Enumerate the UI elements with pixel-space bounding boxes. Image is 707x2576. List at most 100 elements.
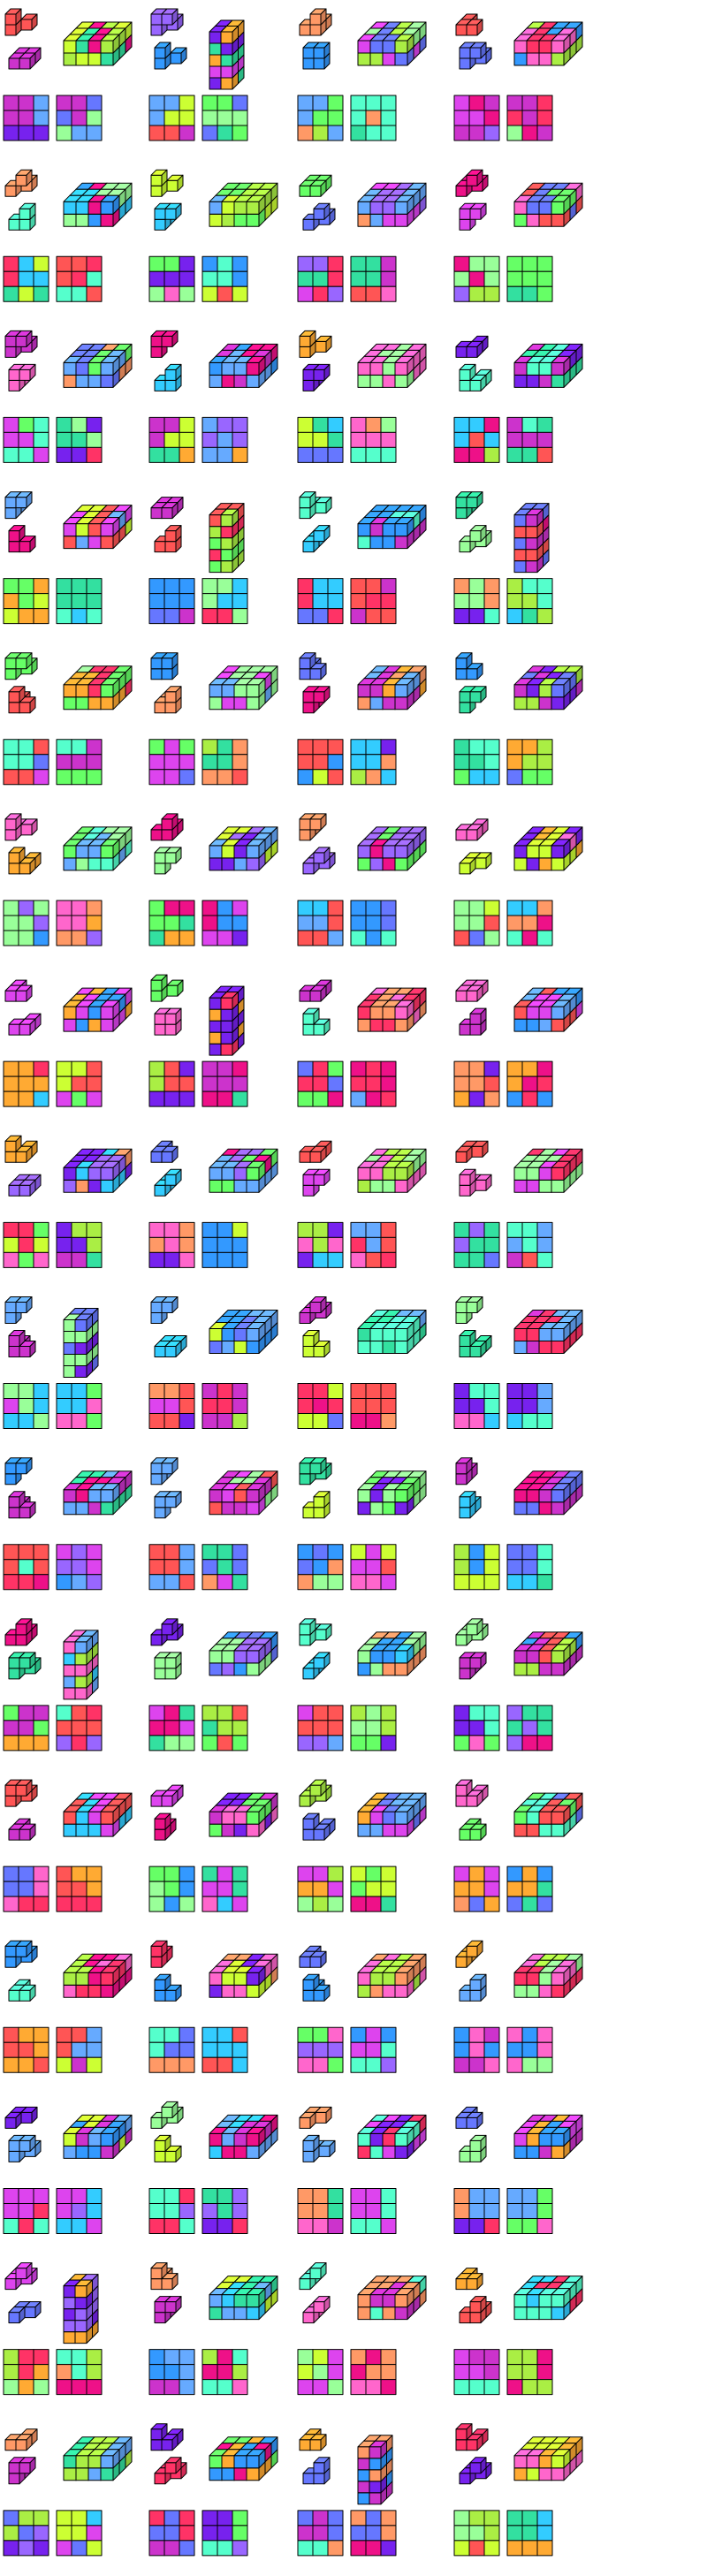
cube-face bbox=[299, 1634, 311, 1646]
grid-cell bbox=[86, 1221, 103, 1238]
cube-face bbox=[233, 684, 247, 698]
grid-cell bbox=[380, 739, 397, 756]
cube-face bbox=[369, 361, 384, 376]
cube-face bbox=[63, 201, 77, 215]
grid-cell bbox=[86, 754, 103, 771]
cube-face bbox=[382, 201, 396, 215]
grid-cell bbox=[71, 930, 87, 946]
cube-face bbox=[100, 696, 114, 710]
grid-cell bbox=[3, 1383, 19, 1399]
cube-face bbox=[87, 1179, 102, 1193]
grid-cell bbox=[201, 930, 218, 946]
cube-face bbox=[394, 1501, 408, 1516]
cube-face bbox=[8, 379, 20, 391]
grid-cell bbox=[536, 1090, 553, 1107]
cube-face bbox=[74, 1319, 87, 1332]
cube-face bbox=[161, 668, 173, 680]
cube-face bbox=[513, 40, 528, 54]
grid-cell bbox=[33, 95, 49, 111]
cube-face bbox=[4, 990, 17, 1002]
cube-face bbox=[220, 31, 233, 44]
cube-face bbox=[154, 1496, 166, 1508]
grid-cell bbox=[521, 1705, 538, 1721]
grid-cell bbox=[483, 578, 500, 595]
cube-face bbox=[15, 1634, 27, 1646]
grid-cell bbox=[18, 416, 34, 433]
cube-face bbox=[220, 65, 233, 79]
grid-cell bbox=[297, 1544, 314, 1561]
grid-cell bbox=[232, 1735, 248, 1752]
grid-cell bbox=[148, 900, 165, 916]
cube-face bbox=[309, 13, 322, 26]
grid-cell bbox=[327, 1735, 344, 1752]
cube-face bbox=[26, 652, 33, 670]
puzzle-cell bbox=[453, 169, 583, 302]
cube-face bbox=[357, 1501, 371, 1516]
grid-cell bbox=[179, 285, 195, 302]
cube-face bbox=[233, 1650, 247, 1664]
grid-cell bbox=[33, 1075, 49, 1092]
grid-cell bbox=[201, 915, 218, 931]
cube-face bbox=[246, 1179, 260, 1193]
cube-face bbox=[221, 845, 235, 859]
puzzle-cell bbox=[148, 1296, 278, 1429]
cube-face bbox=[150, 990, 163, 1002]
cube-face bbox=[513, 526, 527, 539]
cube-face bbox=[154, 1507, 166, 1519]
grid-cell bbox=[350, 1383, 367, 1399]
cube-face bbox=[459, 1184, 471, 1197]
grid-cell bbox=[33, 739, 49, 756]
cube-face bbox=[323, 202, 331, 220]
cube-face bbox=[302, 369, 315, 381]
grid-cell bbox=[179, 1720, 195, 1736]
cube-face bbox=[551, 696, 565, 710]
cube-face bbox=[357, 52, 371, 66]
grid-cell bbox=[71, 1060, 87, 1077]
grid-cell bbox=[365, 1060, 382, 1077]
cube-face bbox=[209, 65, 222, 79]
cube-face bbox=[100, 536, 114, 550]
cube-face bbox=[394, 536, 408, 550]
cube-face bbox=[394, 684, 408, 698]
grid-cell bbox=[506, 593, 523, 610]
grid-cell bbox=[350, 110, 367, 126]
grid-cell bbox=[483, 416, 500, 433]
cube-face bbox=[513, 1006, 528, 1020]
cube-face bbox=[75, 536, 89, 550]
puzzle-cell bbox=[148, 1140, 278, 1268]
grid-cell bbox=[163, 110, 180, 126]
cube-face bbox=[209, 696, 223, 710]
grid-cell bbox=[3, 1720, 19, 1736]
grid-cell bbox=[536, 110, 553, 126]
cube-face bbox=[369, 536, 384, 550]
cube-face bbox=[459, 57, 471, 70]
grid-cell bbox=[86, 255, 103, 272]
cube-face bbox=[19, 208, 31, 220]
cube-face bbox=[299, 1623, 311, 1636]
grid-cell bbox=[201, 1398, 218, 1414]
grid-cell bbox=[327, 1705, 344, 1721]
cube-face bbox=[75, 213, 89, 227]
cube-face bbox=[459, 1174, 471, 1186]
cube-face bbox=[455, 657, 468, 670]
cube-face bbox=[357, 201, 371, 215]
grid-cell bbox=[71, 754, 87, 771]
grid-cell bbox=[483, 754, 500, 771]
cube-face bbox=[369, 1018, 384, 1032]
cube-face bbox=[8, 1657, 20, 1669]
grid-cell bbox=[312, 446, 329, 463]
cube-face bbox=[171, 652, 179, 670]
grid-cell bbox=[179, 1705, 195, 1721]
cube-face bbox=[526, 374, 540, 388]
grid-cell bbox=[86, 431, 103, 448]
cube-face bbox=[538, 213, 552, 227]
cube-face bbox=[209, 526, 222, 539]
cube-face bbox=[100, 1179, 114, 1193]
cube-face bbox=[171, 8, 179, 26]
grid-cell bbox=[506, 1413, 523, 1429]
cube-face bbox=[63, 684, 77, 698]
grid-cell bbox=[56, 95, 72, 111]
grid-cell bbox=[56, 110, 72, 126]
grid-cell bbox=[468, 270, 485, 287]
cube-face bbox=[313, 1023, 325, 1036]
